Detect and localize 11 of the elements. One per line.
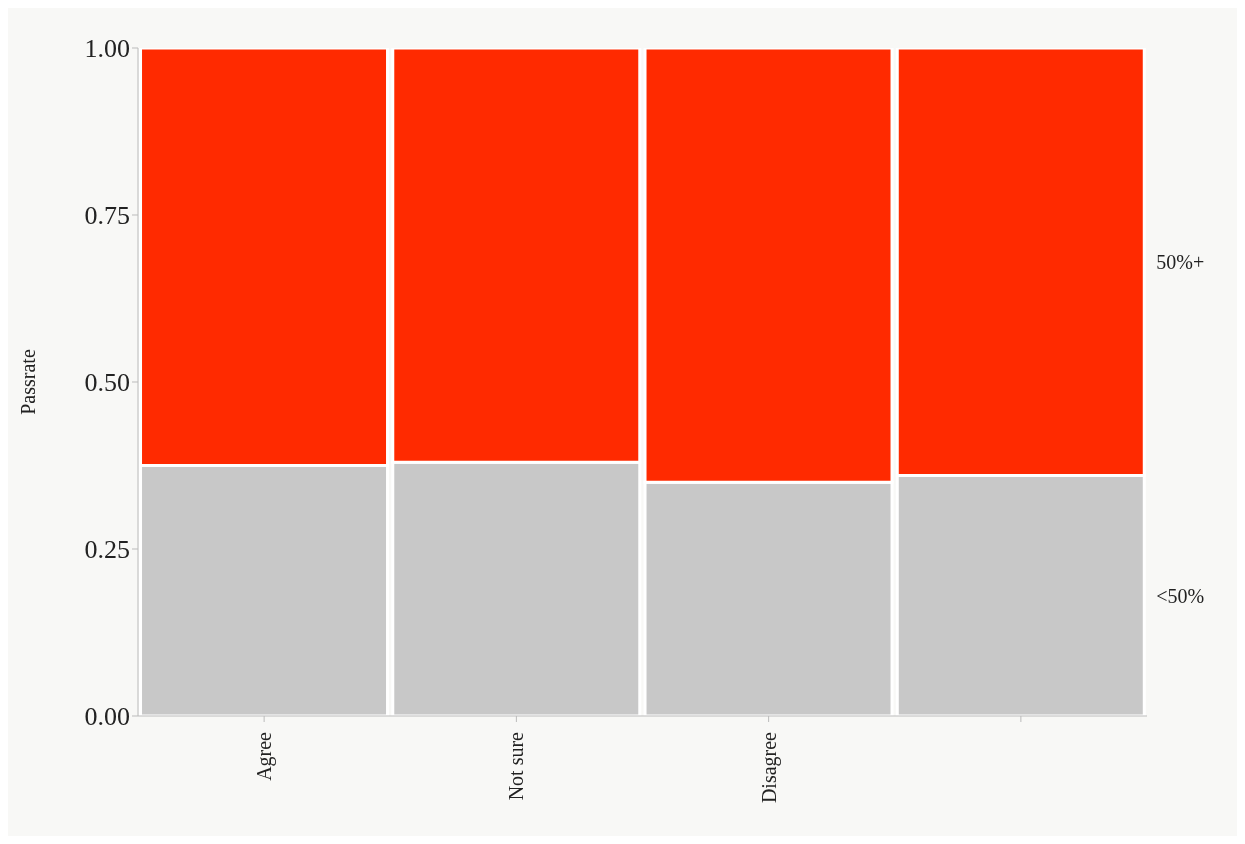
y-tick-label: 1.00: [84, 34, 130, 64]
y-tick-label: 0.50: [84, 368, 130, 398]
series-label: <50%: [1156, 584, 1205, 607]
y-tick-label: 0.25: [84, 535, 130, 565]
x-tick-label: Not sure: [505, 731, 528, 801]
series-label: 50%+: [1156, 250, 1205, 273]
y-tick-label: 0.75: [84, 201, 130, 231]
x-tick-label: Agree: [253, 731, 277, 781]
x-tick-label: Disagree: [757, 731, 781, 804]
y-axis-title: Passrate: [17, 349, 40, 415]
y-tick-label: 0.00: [84, 702, 130, 732]
